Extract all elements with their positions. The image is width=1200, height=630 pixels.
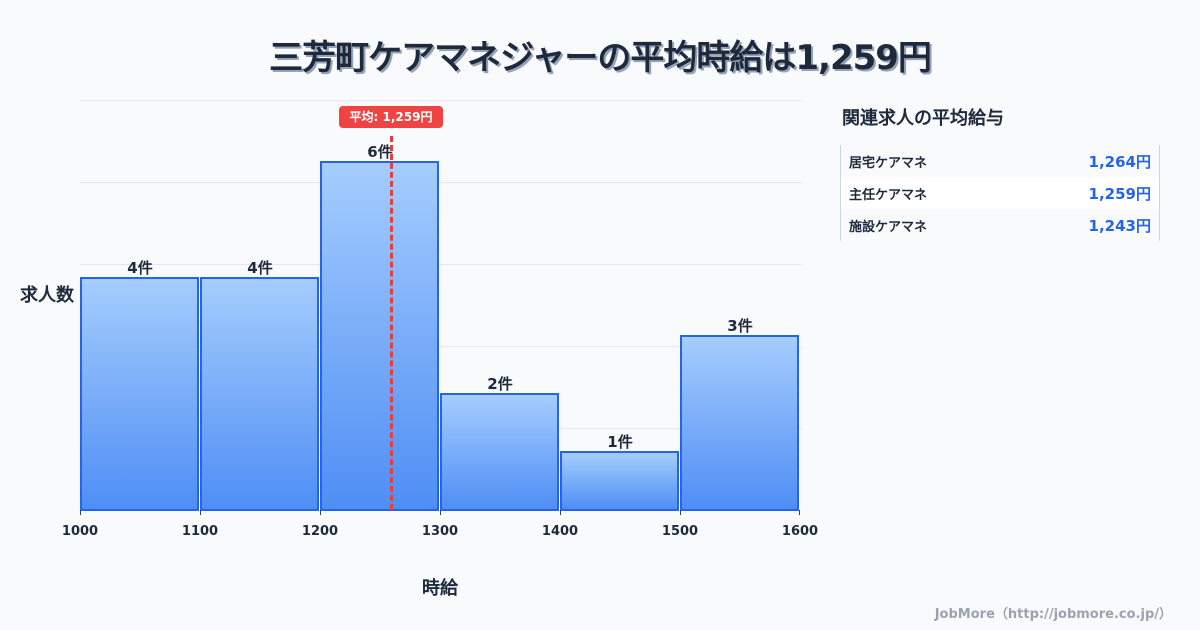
bar-1000-1100 bbox=[80, 277, 199, 511]
mean-line bbox=[390, 136, 393, 510]
histogram-chart: 4件 4件 6件 2件 1件 3件 平均: 1,259円 1000 1100 1… bbox=[20, 100, 819, 599]
x-tick-label: 1600 bbox=[781, 524, 819, 539]
x-tick bbox=[440, 510, 441, 515]
x-tick bbox=[320, 510, 321, 515]
job-name: 施設ケアマネ bbox=[849, 219, 928, 235]
related-salary-row: 居宅ケアマネ 1,264円 bbox=[841, 145, 1159, 177]
x-tick-label: 1400 bbox=[541, 524, 579, 539]
job-name: 居宅ケアマネ bbox=[849, 155, 928, 171]
related-salary-title: 関連求人の平均給与 bbox=[842, 108, 1004, 129]
bar-value-label: 3件 bbox=[727, 317, 753, 335]
job-name: 主任ケアマネ bbox=[849, 187, 928, 203]
x-tick bbox=[200, 510, 201, 515]
bar-value-label: 4件 bbox=[247, 259, 273, 277]
bar-value-label: 2件 bbox=[487, 375, 513, 393]
related-salary-table: 居宅ケアマネ 1,264円 主任ケアマネ 1,259円 施設ケアマネ 1,243… bbox=[840, 145, 1160, 241]
x-tick bbox=[80, 510, 81, 515]
x-tick-label: 1500 bbox=[661, 524, 699, 539]
x-tick bbox=[799, 510, 800, 515]
footer-credit: JobMore（http://jobmore.co.jp/） bbox=[934, 607, 1172, 622]
job-salary: 1,259円 bbox=[1088, 184, 1151, 203]
x-tick-label: 1200 bbox=[301, 524, 339, 539]
job-salary: 1,264円 bbox=[1088, 152, 1151, 171]
gridline bbox=[80, 346, 802, 347]
x-tick bbox=[560, 510, 561, 515]
y-axis-label: 求人数 bbox=[20, 285, 74, 306]
x-tick bbox=[680, 510, 681, 515]
bar-1100-1200 bbox=[200, 277, 319, 511]
bar-1300-1400 bbox=[440, 393, 559, 511]
bar-value-label: 1件 bbox=[607, 433, 633, 451]
mean-badge: 平均: 1,259円 bbox=[339, 106, 443, 128]
x-tick-label: 1000 bbox=[61, 524, 99, 539]
related-salary-row: 主任ケアマネ 1,259円 bbox=[841, 177, 1159, 209]
gridline bbox=[80, 264, 802, 265]
x-tick-label: 1100 bbox=[181, 524, 219, 539]
gridline bbox=[80, 182, 802, 183]
bar-1400-1500 bbox=[560, 451, 679, 511]
x-axis-label: 時給 bbox=[422, 578, 458, 599]
bar-value-label: 6件 bbox=[367, 143, 393, 161]
job-salary: 1,243円 bbox=[1088, 216, 1151, 235]
page-title: 三芳町ケアマネジャーの平均時給は1,259円 bbox=[269, 38, 932, 78]
gridline bbox=[80, 100, 802, 101]
x-tick-label: 1300 bbox=[421, 524, 459, 539]
related-salary-row: 施設ケアマネ 1,243円 bbox=[841, 209, 1159, 241]
bar-1500-1600 bbox=[680, 335, 799, 511]
bar-value-label: 4件 bbox=[127, 259, 153, 277]
bar-1200-1300 bbox=[320, 161, 439, 511]
